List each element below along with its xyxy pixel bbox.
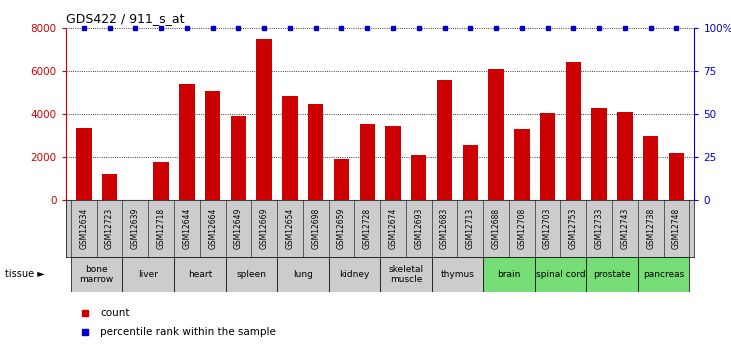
Text: GSM12713: GSM12713 bbox=[466, 208, 475, 249]
Bar bbox=[669, 152, 684, 200]
Text: kidney: kidney bbox=[339, 270, 370, 279]
FancyBboxPatch shape bbox=[380, 257, 431, 292]
Bar bbox=[566, 62, 581, 200]
Text: skeletal
muscle: skeletal muscle bbox=[388, 265, 423, 284]
Bar bbox=[308, 104, 323, 200]
Text: GSM12743: GSM12743 bbox=[621, 208, 629, 249]
Text: GSM12693: GSM12693 bbox=[414, 208, 423, 249]
Text: GSM12659: GSM12659 bbox=[337, 208, 346, 249]
Text: GSM12738: GSM12738 bbox=[646, 208, 655, 249]
Text: lung: lung bbox=[293, 270, 313, 279]
Text: pancreas: pancreas bbox=[643, 270, 684, 279]
Bar bbox=[488, 69, 504, 200]
Text: spleen: spleen bbox=[236, 270, 266, 279]
FancyBboxPatch shape bbox=[637, 257, 689, 292]
Bar bbox=[102, 174, 117, 200]
Text: GDS422 / 911_s_at: GDS422 / 911_s_at bbox=[66, 12, 184, 25]
Bar bbox=[76, 128, 91, 200]
Text: prostate: prostate bbox=[593, 270, 631, 279]
FancyBboxPatch shape bbox=[431, 257, 483, 292]
Text: GSM12683: GSM12683 bbox=[440, 208, 449, 249]
Text: GSM12649: GSM12649 bbox=[234, 208, 243, 249]
Text: GSM12733: GSM12733 bbox=[594, 208, 604, 249]
Bar bbox=[282, 96, 298, 200]
Text: GSM12654: GSM12654 bbox=[285, 208, 295, 249]
Bar bbox=[257, 39, 272, 200]
FancyBboxPatch shape bbox=[226, 257, 277, 292]
Text: spinal cord: spinal cord bbox=[536, 270, 586, 279]
Text: count: count bbox=[100, 308, 130, 318]
Text: GSM12634: GSM12634 bbox=[80, 208, 88, 249]
Text: bone
marrow: bone marrow bbox=[80, 265, 114, 284]
Bar bbox=[231, 116, 246, 200]
Text: GSM12664: GSM12664 bbox=[208, 208, 217, 249]
FancyBboxPatch shape bbox=[534, 257, 586, 292]
Text: heart: heart bbox=[188, 270, 212, 279]
Bar bbox=[617, 112, 632, 200]
Text: GSM12688: GSM12688 bbox=[491, 208, 501, 249]
Text: brain: brain bbox=[497, 270, 520, 279]
FancyBboxPatch shape bbox=[586, 257, 637, 292]
FancyBboxPatch shape bbox=[71, 257, 123, 292]
Text: GSM12718: GSM12718 bbox=[156, 208, 166, 249]
Bar bbox=[514, 129, 529, 200]
Bar bbox=[463, 145, 478, 200]
Text: GSM12703: GSM12703 bbox=[543, 208, 552, 249]
Bar bbox=[385, 126, 401, 200]
Text: GSM12708: GSM12708 bbox=[518, 208, 526, 249]
Text: GSM12753: GSM12753 bbox=[569, 208, 578, 249]
Bar bbox=[334, 159, 349, 200]
Text: thymus: thymus bbox=[441, 270, 474, 279]
Bar bbox=[411, 155, 426, 200]
Bar bbox=[437, 80, 452, 200]
Text: GSM12674: GSM12674 bbox=[388, 208, 398, 249]
Text: GSM12669: GSM12669 bbox=[260, 208, 269, 249]
Text: tissue ►: tissue ► bbox=[5, 269, 45, 279]
FancyBboxPatch shape bbox=[329, 257, 380, 292]
Bar bbox=[360, 124, 375, 200]
Bar bbox=[591, 108, 607, 200]
Text: GSM12728: GSM12728 bbox=[363, 208, 372, 249]
FancyBboxPatch shape bbox=[123, 257, 174, 292]
Bar bbox=[154, 162, 169, 200]
Bar bbox=[205, 91, 220, 200]
FancyBboxPatch shape bbox=[483, 257, 534, 292]
Text: GSM12698: GSM12698 bbox=[311, 208, 320, 249]
Bar bbox=[540, 113, 556, 200]
Text: liver: liver bbox=[138, 270, 158, 279]
Text: GSM12639: GSM12639 bbox=[131, 208, 140, 249]
Text: GSM12723: GSM12723 bbox=[105, 208, 114, 249]
FancyBboxPatch shape bbox=[174, 257, 226, 292]
Text: percentile rank within the sample: percentile rank within the sample bbox=[100, 327, 276, 337]
Bar bbox=[179, 84, 194, 200]
Text: GSM12748: GSM12748 bbox=[672, 208, 681, 249]
Text: GSM12644: GSM12644 bbox=[182, 208, 192, 249]
Bar bbox=[643, 137, 659, 200]
FancyBboxPatch shape bbox=[277, 257, 329, 292]
